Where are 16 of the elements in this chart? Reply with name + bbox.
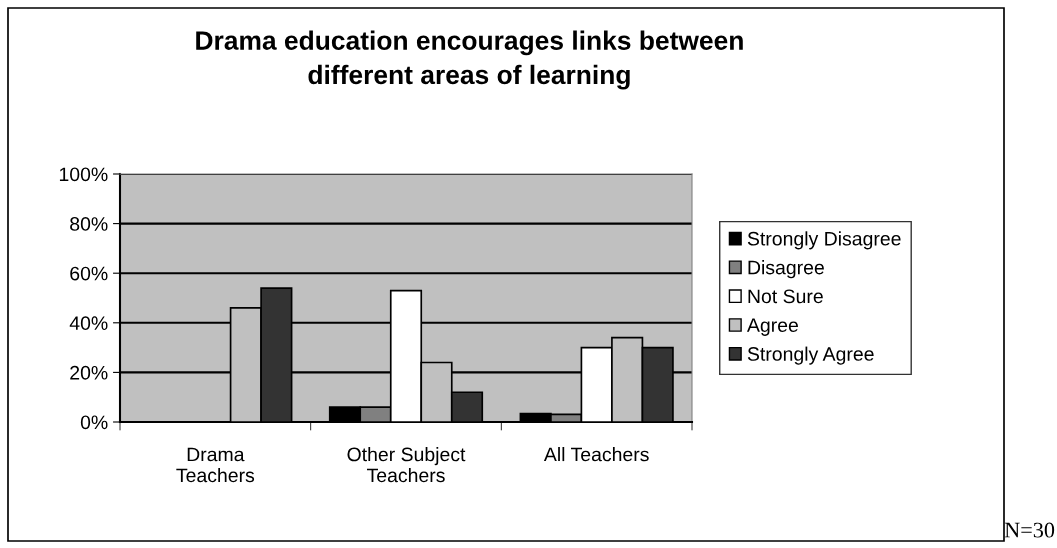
- legend-label: Disagree: [748, 260, 824, 279]
- y-tick-label: 80%: [70, 217, 108, 231]
- chart-title: Drama education encourages links between different areas of learning: [196, 30, 743, 90]
- text: N=30: [1004, 522, 1055, 538]
- y-tick-label: 100%: [59, 167, 108, 182]
- x-tick-label: Other Subject Teachers: [347, 447, 466, 483]
- y-tick-label: 40%: [69, 316, 108, 331]
- y-tick-label: 20%: [70, 365, 108, 380]
- y-tick-label: 0%: [80, 415, 108, 430]
- legend-label: Strongly Agree: [747, 346, 874, 365]
- x-tick-label: All Teachers: [543, 447, 649, 462]
- legend-label: Not Sure: [748, 289, 823, 304]
- x-tick-label: Drama Teachers: [176, 447, 255, 483]
- y-tick-label: 60%: [70, 266, 108, 281]
- legend-label: Strongly Disagree: [747, 231, 901, 250]
- legend-label: Agree: [746, 318, 798, 336]
